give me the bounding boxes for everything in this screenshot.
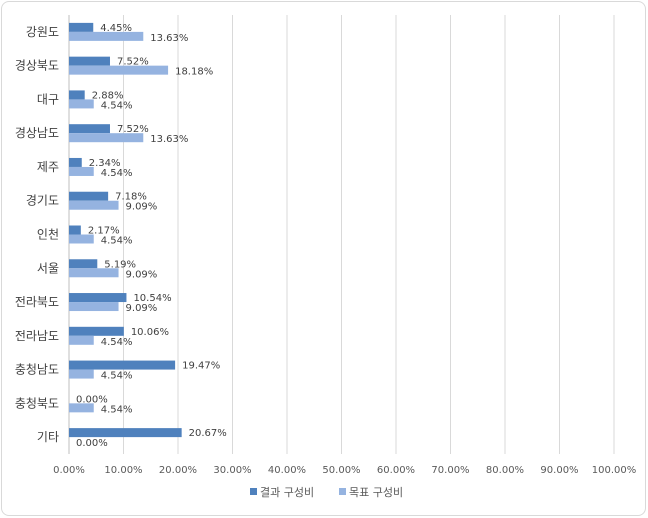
category-label: 인천	[37, 227, 59, 242]
x-tick-label: 40.00%	[268, 465, 306, 476]
gridlines	[68, 15, 615, 454]
data-label: 4.54%	[101, 168, 133, 179]
bar-result	[69, 293, 127, 303]
bar-result	[69, 22, 94, 32]
bar-target	[69, 234, 94, 244]
bar-result	[69, 124, 110, 134]
category-label: 대구	[37, 92, 59, 106]
bar-result	[69, 191, 109, 201]
legend-swatch	[339, 488, 346, 495]
category-label: 기타	[37, 430, 59, 444]
legend-label: 목표 구성비	[349, 486, 403, 499]
category-label: 충청북도	[15, 396, 59, 410]
bar-target	[69, 200, 119, 210]
category-label: 전라남도	[15, 329, 59, 343]
bar-result	[69, 326, 124, 336]
data-label: 4.54%	[101, 236, 133, 247]
category-label: 서울	[37, 261, 59, 275]
data-label: 18.18%	[175, 67, 213, 78]
bar-target	[69, 403, 94, 413]
data-label: 2.17%	[88, 226, 120, 237]
category-label: 경상북도	[15, 59, 59, 73]
x-tick-label: 30.00%	[213, 465, 251, 476]
bars	[69, 22, 182, 438]
data-label: 4.54%	[101, 371, 133, 382]
x-tick-label: 20.00%	[159, 465, 197, 476]
category-label: 전라북도	[15, 295, 59, 309]
bar-result	[69, 90, 85, 100]
data-label: 4.54%	[101, 100, 133, 111]
legend: 결과 구성비 목표 구성비	[250, 486, 403, 499]
data-label: 9.09%	[126, 202, 158, 213]
data-label: 4.54%	[101, 337, 133, 348]
x-tick-label: 80.00%	[486, 465, 524, 476]
category-label: 충청남도	[15, 363, 59, 377]
bar-target	[69, 166, 94, 176]
x-tick-label: 90.00%	[540, 465, 578, 476]
bar-result	[69, 56, 110, 66]
bar-target	[69, 31, 144, 41]
category-label: 강원도	[26, 25, 59, 39]
legend-swatch	[250, 488, 257, 495]
category-label: 제주	[37, 160, 59, 174]
bar-target	[69, 369, 94, 379]
data-label: 13.63%	[150, 134, 188, 145]
bar-result	[69, 157, 82, 167]
data-label: 19.47%	[182, 361, 220, 372]
data-label: 10.06%	[131, 327, 169, 338]
data-label: 20.67%	[189, 428, 227, 439]
data-label: 4.54%	[101, 404, 133, 415]
x-tick-label: 10.00%	[104, 465, 142, 476]
data-label: 9.09%	[126, 303, 158, 314]
data-label: 2.34%	[89, 158, 121, 169]
x-tick-label: 60.00%	[377, 465, 415, 476]
bar-result	[69, 428, 182, 438]
x-tick-label: 50.00%	[322, 465, 360, 476]
data-label: 7.52%	[117, 57, 149, 68]
bar-target	[69, 268, 119, 278]
data-label: 4.45%	[100, 23, 132, 34]
category-label: 경상남도	[15, 126, 59, 140]
x-axis-ticks: 0.00% 10.00% 20.00% 30.00% 40.00% 50.00% 60.00…	[53, 465, 636, 476]
x-tick-label: 100.00%	[592, 465, 637, 476]
bar-result	[69, 360, 176, 370]
data-label: 5.19%	[104, 259, 136, 270]
data-label: 10.54%	[133, 293, 171, 304]
x-tick-label: 0.00%	[53, 465, 85, 476]
category-label: 경기도	[26, 194, 59, 208]
data-label: 9.09%	[126, 269, 158, 280]
bar-target	[69, 302, 119, 312]
data-label: 7.18%	[115, 192, 147, 203]
data-label: 0.00%	[76, 394, 108, 405]
data-labels: 4.45%13.63%7.52%18.18%2.88%4.54%7.52%13.…	[76, 23, 227, 449]
x-tick-label: 70.00%	[431, 465, 469, 476]
legend-label: 결과 구성비	[260, 486, 314, 499]
data-label: 13.63%	[150, 33, 188, 44]
data-label: 7.52%	[117, 124, 149, 135]
bar-result	[69, 225, 81, 235]
data-label: 0.00%	[76, 438, 108, 449]
bar-result	[69, 259, 98, 269]
bar-target	[69, 133, 144, 143]
data-label: 2.88%	[92, 90, 124, 101]
bar-target	[69, 335, 94, 345]
bar-target	[69, 99, 94, 109]
bar-target	[69, 65, 169, 75]
